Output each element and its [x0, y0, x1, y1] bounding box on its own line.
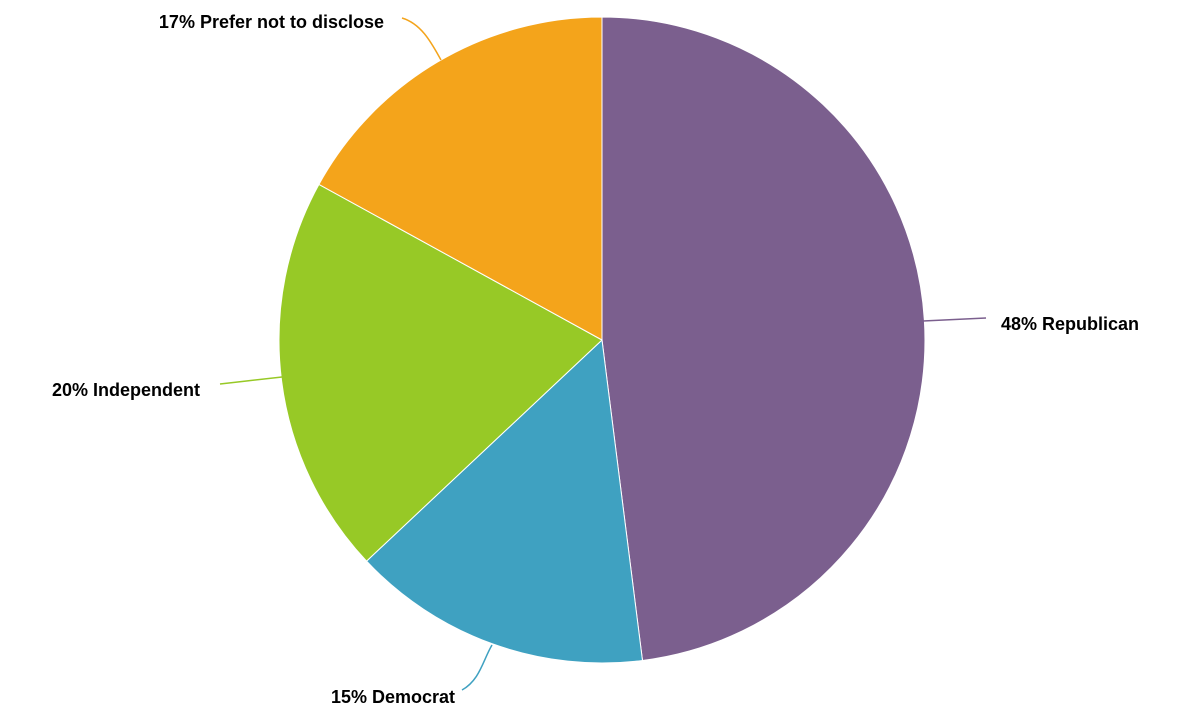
slice-independent — [278, 183, 603, 562]
slice-labels: 48% Republican 15% Democrat 20% Independen… — [52, 12, 1139, 707]
slice-label-independent: 20% Independent — [52, 380, 200, 400]
leader-line-prefer-not-to-disclose — [401, 17, 442, 61]
slice-label-republican: 48% Republican — [1001, 314, 1139, 334]
pie-slices — [278, 16, 926, 664]
leader-line-independent — [219, 376, 283, 385]
slice-republican — [601, 16, 926, 662]
slice-label-democrat: 15% Democrat — [331, 687, 455, 707]
leader-line-republican — [922, 317, 987, 322]
slice-prefer-not-to-disclose — [318, 16, 603, 341]
slice-democrat — [365, 338, 644, 664]
slice-label-prefer-not-to-disclose: 17% Prefer not to disclose — [159, 12, 384, 32]
leader-lines — [219, 17, 987, 691]
leader-line-democrat — [461, 644, 493, 691]
